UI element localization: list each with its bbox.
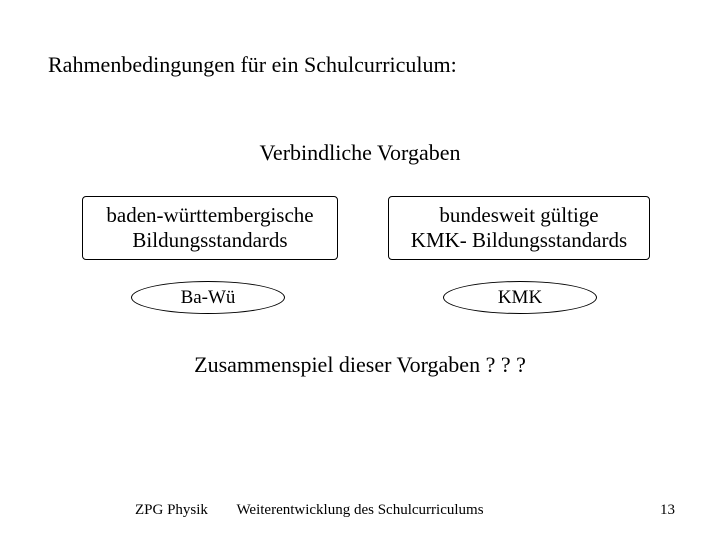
box-kmk-line2: KMK- Bildungsstandards <box>411 228 627 253</box>
ellipse-kmk: KMK <box>443 281 597 314</box>
question-text: Zusammenspiel dieser Vorgaben ? ? ? <box>0 352 720 378</box>
box-bw-standards: baden-württembergische Bildungsstandards <box>82 196 338 260</box>
footer-center: Weiterentwicklung des Schulcurriculums <box>0 502 720 519</box>
box-kmk-line1: bundesweit gültige <box>439 203 598 228</box>
slide-subtitle: Verbindliche Vorgaben <box>0 140 720 166</box>
slide: Rahmenbedingungen für ein Schulcurriculu… <box>0 0 720 540</box>
box-bw-line1: baden-württembergische <box>106 203 313 228</box>
box-kmk-standards: bundesweit gültige KMK- Bildungsstandard… <box>388 196 650 260</box>
footer-page-number: 13 <box>660 502 675 519</box>
ellipse-kmk-label: KMK <box>498 287 542 309</box>
slide-title: Rahmenbedingungen für ein Schulcurriculu… <box>48 52 457 78</box>
ellipse-bw: Ba-Wü <box>131 281 285 314</box>
ellipse-bw-label: Ba-Wü <box>181 287 236 309</box>
box-bw-line2: Bildungsstandards <box>132 228 287 253</box>
